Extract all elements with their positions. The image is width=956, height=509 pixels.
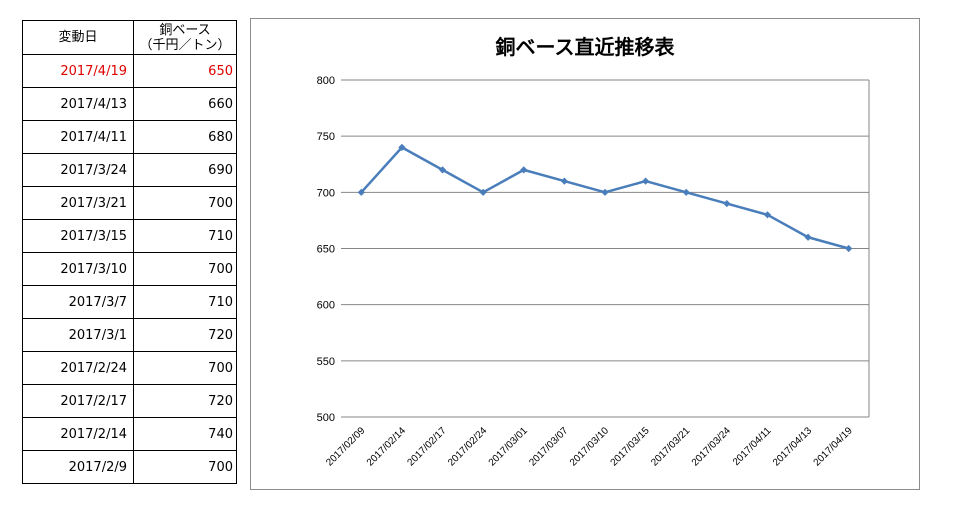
row-date: 2017/3/21 xyxy=(22,186,134,220)
data-point xyxy=(601,188,609,196)
table-header-row: 変動日 銅ベース （千円／トン） xyxy=(22,20,237,55)
table-row: 2017/3/1 720 xyxy=(22,318,237,352)
header-value-line1: 銅ベース xyxy=(159,22,211,38)
y-axis-ticks: 500 550 600 650 700 750 800 xyxy=(317,75,335,424)
y-tick-label: 600 xyxy=(317,300,335,312)
table-row: 2017/2/24 700 xyxy=(22,351,237,385)
y-tick-label: 800 xyxy=(317,75,335,87)
row-date: 2017/2/17 xyxy=(22,384,134,418)
x-tick-label: 2017/02/17 xyxy=(405,425,448,468)
row-date: 2017/3/15 xyxy=(22,219,134,253)
row-value: 710 xyxy=(133,219,237,253)
header-date: 変動日 xyxy=(22,20,134,55)
row-date: 2017/3/10 xyxy=(22,252,134,286)
x-tick-label: 2017/03/15 xyxy=(609,425,652,468)
row-value: 700 xyxy=(133,252,237,286)
x-tick-label: 2017/02/24 xyxy=(446,425,489,468)
data-point xyxy=(642,177,650,185)
x-tick-label: 2017/03/07 xyxy=(527,425,570,468)
row-date: 2017/2/14 xyxy=(22,417,134,451)
row-value: 660 xyxy=(133,87,237,121)
x-tick-label: 2017/02/14 xyxy=(365,425,408,468)
x-tick-label: 2017/03/21 xyxy=(649,425,692,468)
price-table: 変動日 銅ベース （千円／トン） 2017/4/19 650 2017/4/13 66… xyxy=(22,20,237,484)
x-tick-label: 2017/03/10 xyxy=(568,425,611,468)
table-row: 2017/3/21 700 xyxy=(22,186,237,220)
row-value: 720 xyxy=(133,384,237,418)
row-value: 700 xyxy=(133,186,237,220)
table-row: 2017/2/17 720 xyxy=(22,384,237,418)
x-tick-label: 2017/04/19 xyxy=(812,425,855,468)
row-date: 2017/3/1 xyxy=(22,318,134,352)
data-point xyxy=(560,177,568,185)
chart-title: 銅ベース直近推移表 xyxy=(496,35,676,59)
table-row: 2017/3/10 700 xyxy=(22,252,237,286)
data-point xyxy=(804,233,812,241)
chart-area: 銅ベース直近推移表 500 550 600 650 700 750 800 2017/02/… xyxy=(250,18,920,490)
row-value: 650 xyxy=(133,54,237,88)
row-date: 2017/4/19 xyxy=(22,54,134,88)
table-row: 2017/4/19 650 xyxy=(22,54,237,88)
row-value: 710 xyxy=(133,285,237,319)
table-row: 2017/4/11 680 xyxy=(22,120,237,154)
row-date: 2017/3/7 xyxy=(22,285,134,319)
x-axis-ticks: 2017/02/092017/02/142017/02/172017/02/24… xyxy=(324,425,855,468)
table-row: 2017/3/7 710 xyxy=(22,285,237,319)
row-value: 720 xyxy=(133,318,237,352)
row-value: 740 xyxy=(133,417,237,451)
row-date: 2017/4/13 xyxy=(22,87,134,121)
data-point xyxy=(763,211,772,219)
row-value: 690 xyxy=(133,153,237,187)
table-row: 2017/4/13 660 xyxy=(22,87,237,121)
row-date: 2017/2/9 xyxy=(22,450,134,484)
row-value: 680 xyxy=(133,120,237,154)
x-tick-label: 2017/03/01 xyxy=(487,425,530,468)
table-row: 2017/3/24 690 xyxy=(22,153,237,187)
row-date: 2017/2/24 xyxy=(22,351,134,385)
y-tick-label: 700 xyxy=(317,187,335,199)
table-row: 2017/2/9 700 xyxy=(22,450,237,484)
data-point xyxy=(845,244,853,253)
x-tick-label: 2017/04/13 xyxy=(771,425,814,468)
table-row: 2017/2/14 740 xyxy=(22,417,237,451)
data-point xyxy=(723,199,731,208)
x-tick-label: 2017/03/24 xyxy=(690,425,733,468)
row-value: 700 xyxy=(133,351,237,385)
y-tick-label: 500 xyxy=(317,412,335,424)
y-tick-label: 550 xyxy=(317,356,335,368)
y-tick-label: 750 xyxy=(317,131,335,143)
gridlines xyxy=(341,79,870,418)
x-tick-label: 2017/04/11 xyxy=(731,425,774,468)
line-chart: 銅ベース直近推移表 500 550 600 650 700 750 800 2017/02/… xyxy=(317,35,870,469)
data-point xyxy=(438,166,447,174)
x-tick-label: 2017/02/09 xyxy=(324,425,367,468)
header-value: 銅ベース （千円／トン） xyxy=(133,20,237,55)
data-point xyxy=(682,188,690,196)
row-date: 2017/4/11 xyxy=(22,120,134,154)
table-row: 2017/3/15 710 xyxy=(22,219,237,253)
y-tick-label: 650 xyxy=(317,244,335,256)
row-date: 2017/3/24 xyxy=(22,153,134,187)
header-value-line2: （千円／トン） xyxy=(139,37,231,53)
data-point xyxy=(520,166,528,174)
series xyxy=(357,143,853,253)
series-line xyxy=(360,146,850,250)
row-value: 700 xyxy=(133,450,237,484)
